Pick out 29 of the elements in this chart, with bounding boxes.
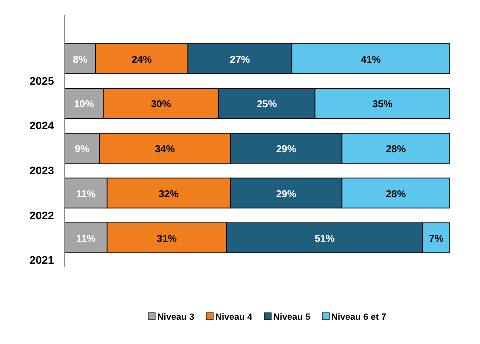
- y-tick-label: 2021: [30, 255, 54, 268]
- data-label: 30%: [151, 100, 172, 111]
- y-tick-label: 2024: [30, 120, 56, 133]
- data-label: 29%: [276, 189, 296, 200]
- y-tick-label: 2022: [30, 210, 54, 222]
- y-tick-label: 2025: [30, 76, 54, 88]
- data-label: 11%: [76, 189, 96, 200]
- data-label: 7%: [429, 234, 444, 246]
- data-label: 34%: [155, 144, 176, 156]
- data-label: 28%: [386, 144, 406, 156]
- data-label: 28%: [386, 189, 406, 200]
- data-label: 9%: [75, 144, 90, 156]
- legend-label: Niveau 5: [274, 312, 311, 322]
- legend-label: Niveau 3: [157, 312, 194, 322]
- data-label: 31%: [157, 234, 178, 246]
- data-label: 27%: [230, 54, 250, 66]
- data-label: 24%: [132, 54, 152, 66]
- data-label: 29%: [276, 144, 296, 156]
- data-label: 11%: [76, 234, 96, 246]
- data-label: 8%: [73, 54, 88, 66]
- data-label: 51%: [314, 234, 335, 246]
- legend-label: Niveau 4: [215, 312, 252, 322]
- data-label: 25%: [257, 100, 278, 111]
- data-label: 41%: [361, 54, 382, 66]
- y-tick-label: 2023: [30, 166, 54, 178]
- data-label: 35%: [372, 100, 393, 111]
- legend-label: Niveau 6 et 7: [332, 312, 387, 322]
- data-label: 32%: [158, 189, 180, 200]
- data-label: 10%: [74, 100, 94, 111]
